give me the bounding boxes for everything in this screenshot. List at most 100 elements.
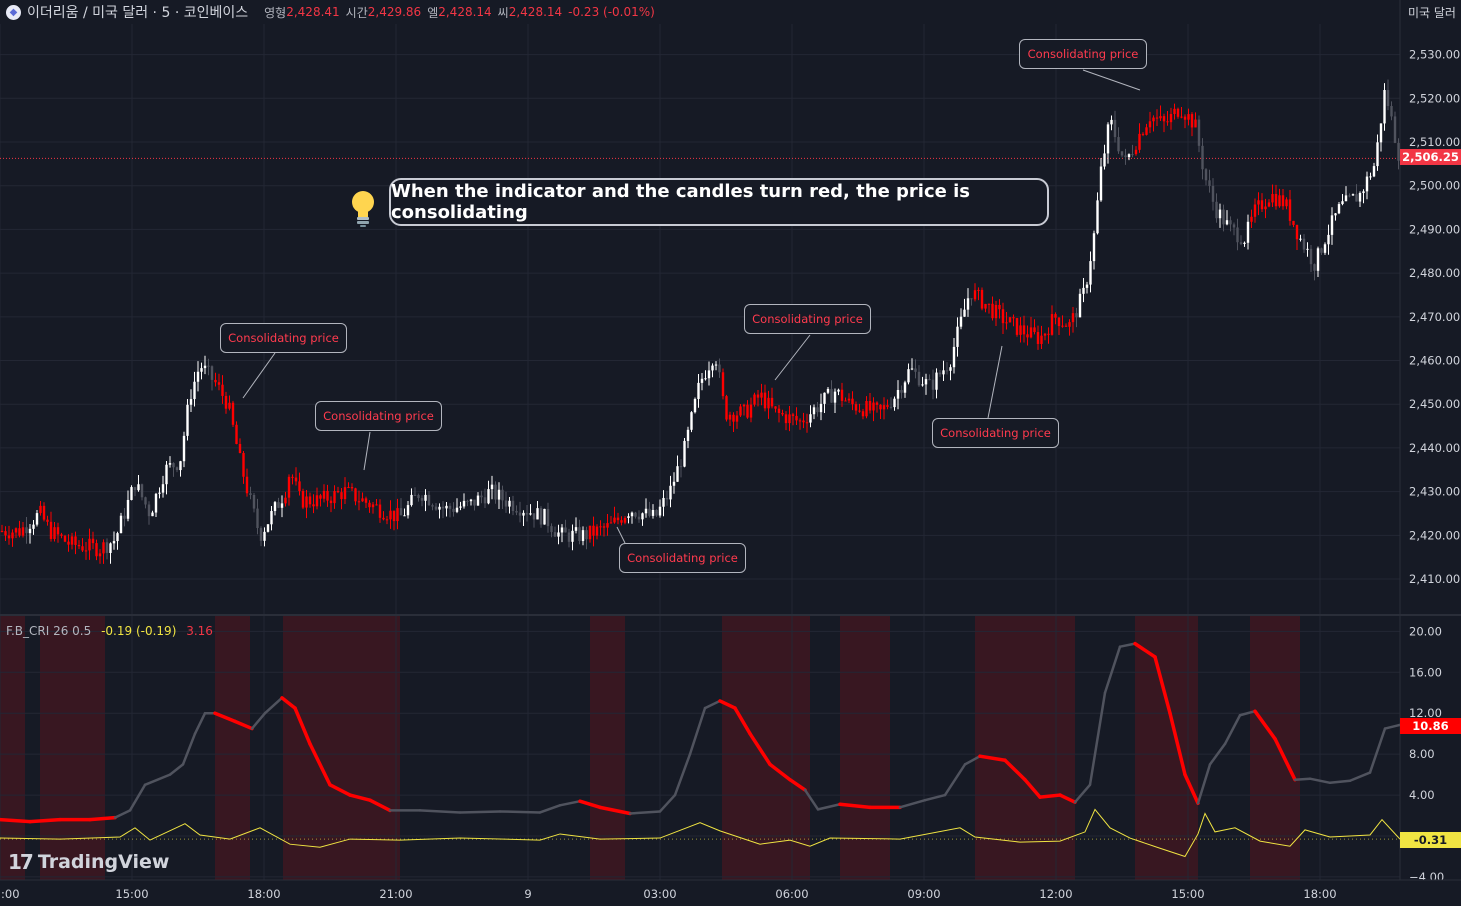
candle-body [1236, 227, 1239, 243]
candle-body [693, 398, 697, 413]
candle-body [711, 365, 714, 371]
candle-body [1239, 242, 1243, 244]
candle-body [952, 346, 956, 368]
indicator-segment [1208, 742, 1227, 766]
candle-body [1197, 119, 1201, 146]
indicator-segment [788, 777, 807, 792]
candle-body [634, 512, 637, 517]
candle-body [151, 512, 154, 517]
indicator-segment [1058, 793, 1077, 804]
candle-body [165, 464, 168, 485]
candle-body [130, 487, 133, 500]
annotation-consolidating-1[interactable]: Consolidating price [220, 323, 347, 353]
candle-body [1281, 195, 1285, 207]
candle-body [1257, 200, 1260, 205]
indicator-segment [1133, 641, 1157, 659]
annotation-consolidating-3[interactable]: Consolidating price [619, 543, 746, 573]
candle-body [189, 399, 193, 405]
annotation-consolidating-2[interactable]: Consolidating price [315, 401, 442, 431]
price-tick-label: 2,430.00 [1409, 485, 1460, 499]
signal-line [0, 808, 1401, 858]
candle-body [613, 517, 616, 523]
price-tick-label: 2,420.00 [1409, 528, 1460, 542]
high-label: 시간 [345, 5, 368, 20]
candle-body [1068, 322, 1071, 327]
candle-body [326, 490, 329, 501]
annotation-pointer-3 [774, 334, 811, 381]
candle-body [543, 508, 546, 525]
candle-body [256, 508, 259, 529]
candle-body [557, 532, 560, 537]
candle-body [74, 536, 77, 545]
candle-body [1103, 153, 1106, 167]
consolidation-zone-2 [215, 616, 250, 880]
candle-body [662, 497, 665, 507]
candle-body [1253, 204, 1257, 217]
candle-body [1344, 195, 1348, 202]
candle-body [1313, 264, 1316, 271]
indicator-header: F.B_CRI 26 0.5 -0.19 (-0.19) 3.16 [6, 624, 213, 638]
candle-body [203, 365, 207, 369]
candle-body [497, 489, 501, 500]
annotation-consolidating-4[interactable]: Consolidating price [744, 304, 871, 334]
candle-body [210, 366, 214, 380]
candle-body [1327, 234, 1330, 245]
candle-body [161, 484, 165, 493]
consolidation-zone-1 [40, 616, 105, 880]
candle-body [329, 500, 333, 504]
candle-body [1351, 194, 1355, 196]
currency-unit-label[interactable]: 미국 달러 [1408, 5, 1456, 20]
time-tick-label: 06:00 [775, 887, 808, 901]
candle-body [819, 403, 823, 413]
candle-body [1383, 90, 1386, 124]
annotation-pointer-0 [242, 352, 276, 399]
candle-body [721, 372, 725, 397]
candle-body [382, 517, 385, 520]
candle-body [389, 510, 392, 520]
close-label: 씨 [497, 5, 509, 20]
candle-body [266, 524, 270, 532]
candle-body [1274, 193, 1278, 207]
price-tick-label: 2,480.00 [1409, 266, 1460, 280]
candle-body [945, 370, 949, 372]
indicator-segment [803, 788, 820, 811]
indicator-segment [538, 804, 562, 814]
info-callout: When the indicator and the candles turn … [389, 178, 1049, 226]
candle-body [777, 408, 781, 413]
indicator-segment [128, 783, 147, 812]
candle-body [560, 527, 564, 533]
annotation-consolidating-6[interactable]: Consolidating price [1019, 39, 1147, 69]
candle-body [1026, 334, 1029, 338]
candle-body [231, 402, 235, 425]
candle-body [963, 309, 966, 317]
candle-body [336, 491, 340, 493]
candle-body [483, 497, 487, 504]
candle-body [609, 522, 613, 524]
candle-body [760, 392, 763, 398]
candle-body [487, 489, 490, 504]
price-tick-label: 2,410.00 [1409, 572, 1460, 586]
annotation-consolidating-5[interactable]: Consolidating price [932, 418, 1059, 448]
indicator-name[interactable]: F.B_CRI 26 0.5 [6, 624, 92, 638]
time-tick-label: 18:00 [1303, 887, 1336, 901]
candle-body [1033, 327, 1036, 333]
indicator-segment [838, 802, 872, 810]
candle-body [602, 526, 606, 528]
tradingview-logo[interactable]: 17 TradingView [8, 850, 169, 874]
candle-body [193, 381, 196, 400]
indicator-segment [1003, 758, 1027, 782]
candle-body [60, 534, 63, 536]
candle-body [1215, 201, 1218, 219]
indicator-segment [1088, 691, 1107, 787]
price-tick-label: 2,510.00 [1409, 135, 1460, 149]
symbol-title[interactable]: 이더리움 / 미국 달러 · 5 · 코인베이스 [27, 5, 249, 21]
candle-body [910, 368, 914, 370]
candle-body [511, 500, 515, 512]
indicator-segment [718, 699, 737, 710]
candle-body [63, 535, 67, 542]
candle-body [991, 303, 994, 319]
candle-body [1372, 166, 1376, 177]
candle-body [452, 508, 455, 512]
candle-body [788, 414, 791, 424]
